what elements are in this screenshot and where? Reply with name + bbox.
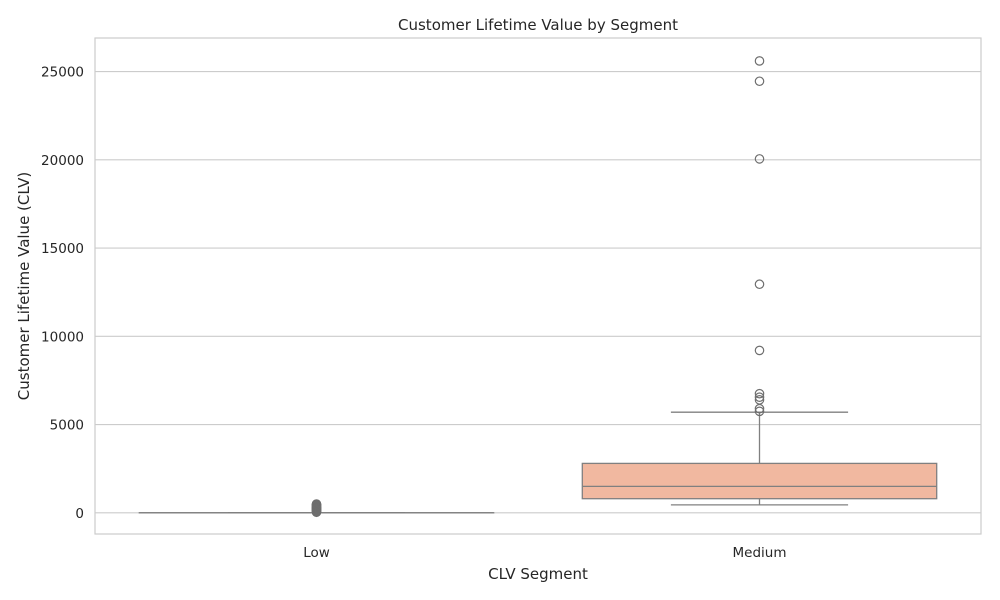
outlier-point xyxy=(754,388,765,399)
x-tick-label: Medium xyxy=(733,545,787,561)
chart-title: Customer Lifetime Value by Segment xyxy=(398,16,678,34)
outlier-point xyxy=(754,406,765,417)
outlier-point xyxy=(754,76,765,87)
y-tick-label: 20000 xyxy=(41,153,84,169)
y-tick-label: 25000 xyxy=(41,65,84,81)
x-axis: Low Medium xyxy=(303,545,786,561)
outlier-point xyxy=(754,345,765,356)
outlier-point xyxy=(754,56,765,66)
y-axis-title: Customer Lifetime Value (CLV) xyxy=(15,172,33,400)
box-iqr xyxy=(581,462,938,500)
outlier-point xyxy=(311,499,322,509)
y-tick-label: 0 xyxy=(75,506,84,522)
plot-frame xyxy=(94,37,982,535)
y-tick-label: 15000 xyxy=(41,241,84,257)
box-group xyxy=(138,499,495,518)
outlier-point xyxy=(754,154,765,164)
y-axis: 0 5000 10000 15000 20000 25000 xyxy=(41,65,84,522)
y-tick-label: 5000 xyxy=(50,418,84,434)
grid-lines xyxy=(95,70,981,514)
box-plot-series xyxy=(138,56,938,518)
outlier-point xyxy=(754,279,765,290)
box-group xyxy=(581,56,938,506)
y-tick-label: 10000 xyxy=(41,329,84,345)
x-tick-label: Low xyxy=(303,545,330,561)
outlier-point xyxy=(754,395,765,405)
outlier-point xyxy=(754,392,765,403)
x-axis-title: CLV Segment xyxy=(488,565,588,583)
